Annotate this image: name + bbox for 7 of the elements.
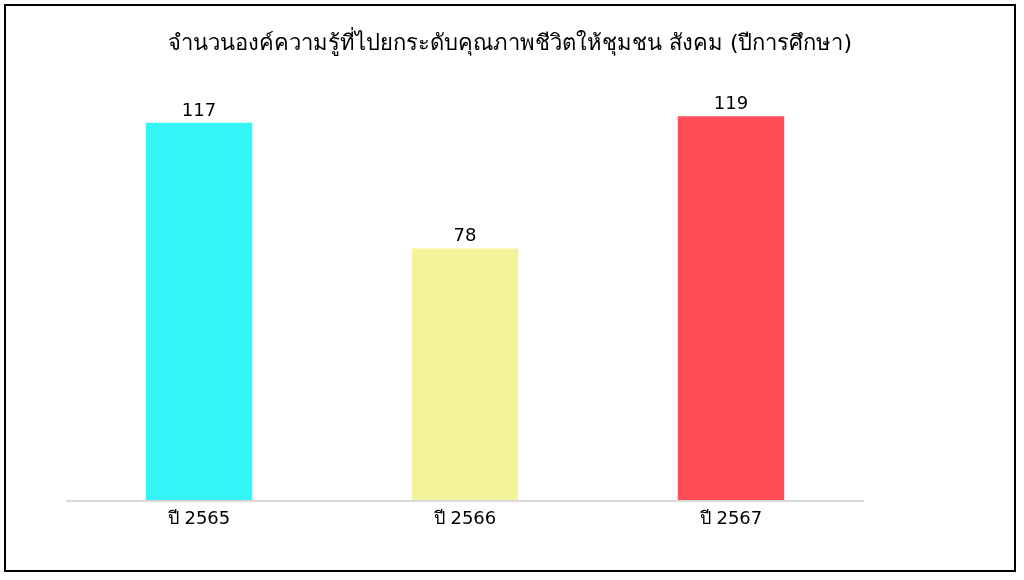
chart-title: จำนวนองค์ความรู้ที่ไปยกระดับคุณภาพชีวิตให้ชุมชน สังคม (ปีการศึกษา) — [167, 26, 853, 56]
data-label: 78 — [453, 224, 477, 246]
x-tick-label: ปี 2565 — [167, 506, 231, 528]
x-tick-label: ปี 2567 — [699, 506, 763, 528]
x-tick-label: ปี 2566 — [433, 506, 497, 528]
data-label: 117 — [181, 98, 217, 120]
data-label: 119 — [713, 92, 749, 114]
